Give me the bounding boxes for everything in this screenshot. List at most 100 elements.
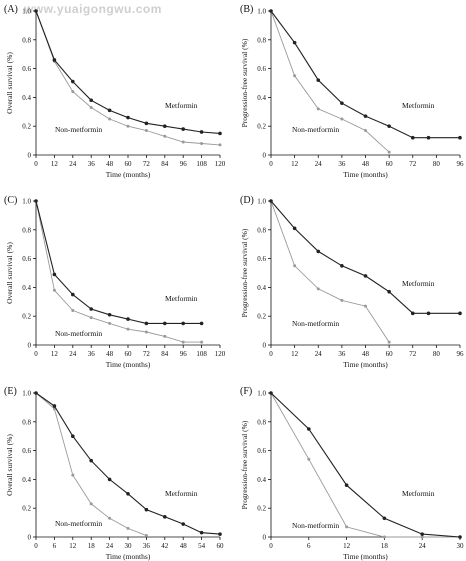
metformin-point	[340, 101, 344, 105]
metformin-point	[144, 121, 149, 126]
non-metformin-point	[307, 457, 311, 461]
metformin-point	[269, 391, 273, 395]
x-tick-label: 72	[143, 350, 151, 358]
metformin-point	[316, 78, 321, 82]
y-tick-label: 0.4	[22, 94, 31, 102]
metformin-point	[163, 124, 167, 128]
x-tick-label: 80	[433, 160, 441, 168]
x-tick-label: 96	[457, 350, 465, 358]
x-tick-label: 48	[106, 350, 114, 358]
metformin-point	[144, 321, 149, 326]
non-metformin-point	[144, 129, 148, 133]
non-metformin-point	[163, 334, 167, 338]
metformin-point	[34, 391, 38, 395]
metformin-line	[270, 200, 460, 314]
metformin-point	[344, 483, 349, 487]
x-axis-title: Time (months)	[343, 360, 388, 369]
y-tick-label: 0	[263, 152, 267, 160]
non-metformin-point	[218, 143, 222, 147]
x-tick-label: 48	[362, 160, 370, 168]
non-metformin-point	[382, 535, 386, 539]
non-metformin-line	[270, 10, 390, 153]
x-tick-label: 108	[196, 350, 207, 358]
panel-label: (C)	[4, 195, 17, 206]
metformin-series-label: Metformin	[402, 279, 435, 288]
y-tick-label: 0.8	[22, 36, 31, 44]
y-axis-title: Progression-free survival (%)	[240, 420, 249, 509]
x-tick-label: 36	[88, 350, 96, 358]
non-metformin-point	[126, 526, 130, 530]
y-tick-label: 0.8	[257, 418, 266, 426]
metformin-point	[199, 321, 204, 326]
non-metformin-line	[35, 200, 202, 343]
metformin-point	[107, 312, 112, 317]
metformin-point	[307, 427, 311, 431]
non-metformin-point	[387, 340, 391, 344]
non-metformin-line	[270, 200, 390, 343]
x-tick-label: 12	[343, 542, 351, 550]
non-metformin-point	[126, 327, 130, 331]
metformin-point	[269, 9, 273, 13]
non-metformin-point	[293, 264, 297, 268]
x-tick-label: 24	[69, 160, 77, 168]
metformin-point	[89, 98, 93, 103]
y-tick-label: 0	[263, 342, 267, 350]
non-metformin-point	[89, 316, 93, 320]
non-metformin-point	[108, 516, 112, 520]
x-tick-label: 36	[143, 542, 151, 550]
metformin-line	[35, 200, 202, 324]
non-metformin-point	[200, 141, 204, 145]
x-tick-label: 6	[307, 542, 311, 550]
y-tick-label: 0.4	[22, 284, 31, 292]
non-metformin-point	[126, 124, 130, 128]
non-metformin-point	[163, 134, 167, 138]
non-metformin-series-label: Non-metformin	[55, 329, 102, 338]
y-tick-label: 0.6	[22, 65, 31, 73]
metformin-point	[107, 477, 112, 482]
x-tick-label: 48	[362, 350, 370, 358]
metformin-point	[52, 272, 57, 277]
metformin-point	[426, 135, 431, 140]
x-tick-label: 18	[88, 542, 96, 550]
x-tick-label: 84	[161, 160, 169, 168]
metformin-point	[181, 127, 185, 131]
x-axis-title: Time (months)	[343, 552, 388, 561]
y-axis-title: Overall survival (%)	[5, 52, 14, 114]
non-metformin-point	[89, 105, 93, 109]
non-metformin-series-label: Non-metformin	[292, 319, 339, 328]
metformin-series-label: Metformin	[165, 489, 198, 498]
chart-panel-5: (E) 0 0.2 0.4 0.6 0.8 1.0 0 6 12 18 24 30 36 42 48 54 60 T…	[4, 386, 224, 561]
x-tick-label: 84	[161, 350, 169, 358]
x-tick-label: 96	[457, 160, 465, 168]
non-metformin-point	[200, 340, 204, 344]
non-metformin-point	[316, 287, 320, 291]
x-tick-label: 30	[457, 542, 465, 550]
x-tick-label: 24	[419, 542, 427, 550]
x-tick-label: 80	[433, 350, 441, 358]
non-metformin-point	[181, 140, 185, 144]
non-metformin-point	[364, 129, 367, 133]
y-tick-label: 0.4	[257, 476, 266, 484]
non-metformin-point	[364, 304, 367, 308]
x-tick-label: 36	[88, 160, 96, 168]
x-tick-label: 96	[180, 350, 188, 358]
metformin-point	[163, 515, 167, 519]
y-tick-label: 0	[28, 342, 32, 350]
y-tick-label: 1.0	[22, 8, 31, 16]
metformin-point	[34, 9, 38, 13]
non-metformin-series-label: Non-metformin	[55, 125, 102, 134]
panel-label: (B)	[240, 4, 253, 15]
non-metformin-point	[387, 150, 391, 154]
x-tick-label: 12	[51, 160, 59, 168]
x-tick-label: 108	[196, 160, 207, 168]
y-tick-label: 0.2	[257, 505, 266, 513]
y-tick-label: 0.4	[257, 94, 266, 102]
metformin-point	[458, 135, 462, 140]
non-metformin-point	[89, 502, 93, 506]
x-tick-label: 12	[51, 350, 59, 358]
x-tick-label: 12	[291, 160, 299, 168]
chart-panel-2: (B) 0 0.2 0.4 0.6 0.8 1.0 0 12 24 36 48 60 72 80 96 Time…	[240, 4, 464, 179]
x-tick-label: 72	[143, 160, 151, 168]
metformin-point	[163, 321, 167, 326]
